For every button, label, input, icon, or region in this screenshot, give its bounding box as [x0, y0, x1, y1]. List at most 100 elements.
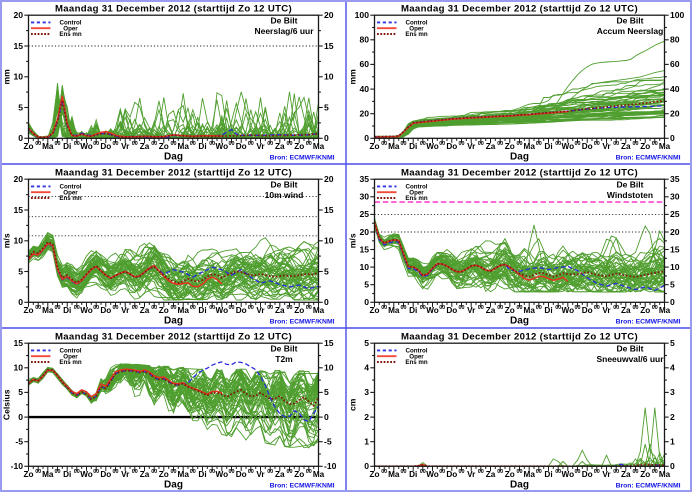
svg-text:10m wind: 10m wind: [265, 190, 304, 200]
svg-text:Vr: Vr: [121, 306, 130, 315]
svg-text:-5: -5: [324, 437, 332, 447]
svg-text:Ma: Ma: [524, 142, 536, 151]
svg-text:15: 15: [324, 338, 334, 348]
svg-text:00: 00: [132, 141, 138, 147]
svg-text:Ma: Ma: [388, 142, 400, 151]
svg-text:De Bilt: De Bilt: [271, 180, 298, 190]
svg-text:00: 00: [190, 469, 196, 475]
svg-text:00: 00: [267, 141, 273, 147]
svg-text:Za: Za: [140, 142, 150, 151]
svg-text:Do: Do: [236, 306, 247, 315]
svg-text:Ma: Ma: [388, 306, 400, 315]
svg-text:Zo: Zo: [159, 142, 169, 151]
svg-text:Zo: Zo: [294, 470, 304, 479]
svg-text:Do: Do: [100, 142, 111, 151]
svg-text:Za: Za: [621, 470, 631, 479]
svg-text:Maandag 31 December 2012 (s: Maandag 31 December 2012 (starttijd Zo 1…: [401, 4, 638, 15]
svg-text:00: 00: [171, 305, 177, 311]
svg-text:Za: Za: [621, 142, 631, 151]
svg-text:Wo: Wo: [562, 470, 575, 479]
svg-text:Vr: Vr: [467, 142, 476, 151]
svg-text:Za: Za: [486, 470, 496, 479]
svg-text:Dag: Dag: [164, 316, 183, 327]
svg-text:Bron: ECMWF/KNMI: Bron: ECMWF/KNMI: [616, 155, 681, 162]
svg-text:00: 00: [209, 469, 215, 475]
svg-text:Do: Do: [582, 470, 593, 479]
svg-text:De Bilt: De Bilt: [617, 180, 644, 190]
svg-text:Dag: Dag: [510, 480, 529, 491]
svg-text:00: 00: [555, 305, 561, 311]
svg-text:00: 00: [420, 141, 426, 147]
svg-text:Control: Control: [60, 184, 82, 191]
svg-text:Oper: Oper: [409, 25, 424, 32]
svg-text:Do: Do: [446, 470, 457, 479]
svg-text:00: 00: [306, 305, 312, 311]
svg-text:00: 00: [633, 305, 639, 311]
svg-text:0: 0: [364, 297, 369, 307]
svg-text:00: 00: [555, 469, 561, 475]
svg-text:Control: Control: [406, 348, 428, 355]
svg-text:-5: -5: [15, 437, 23, 447]
svg-text:00: 00: [517, 141, 523, 147]
svg-text:10: 10: [324, 72, 334, 82]
svg-text:00: 00: [229, 305, 235, 311]
svg-text:30: 30: [359, 192, 369, 202]
svg-text:Za: Za: [275, 470, 285, 479]
svg-text:Do: Do: [582, 142, 593, 151]
svg-text:Vr: Vr: [121, 142, 130, 151]
svg-text:Di: Di: [198, 306, 206, 315]
svg-text:15: 15: [13, 338, 23, 348]
svg-text:Do: Do: [100, 470, 111, 479]
svg-text:00: 00: [74, 141, 80, 147]
svg-text:Di: Di: [63, 142, 71, 151]
svg-text:Bron: ECMWF/KNMI: Bron: ECMWF/KNMI: [616, 483, 681, 490]
svg-text:20: 20: [324, 10, 334, 20]
svg-text:Ens mn: Ens mn: [405, 195, 428, 202]
svg-text:1: 1: [670, 437, 675, 447]
svg-text:00: 00: [594, 305, 600, 311]
svg-text:cm: cm: [348, 398, 358, 411]
svg-text:Di: Di: [63, 306, 71, 315]
svg-text:00: 00: [190, 305, 196, 311]
svg-text:00: 00: [497, 469, 503, 475]
svg-text:0: 0: [324, 133, 329, 143]
svg-text:Vr: Vr: [602, 470, 611, 479]
svg-text:Wo: Wo: [562, 306, 575, 315]
svg-text:Control: Control: [406, 20, 428, 27]
svg-text:Zo: Zo: [369, 142, 379, 151]
svg-text:00: 00: [459, 305, 465, 311]
svg-text:5: 5: [324, 387, 329, 397]
svg-text:00: 00: [536, 305, 542, 311]
svg-text:35: 35: [359, 174, 369, 184]
svg-text:Vr: Vr: [256, 142, 265, 151]
svg-text:00: 00: [478, 305, 484, 311]
svg-text:Zo: Zo: [369, 470, 379, 479]
svg-text:00: 00: [35, 469, 41, 475]
svg-text:4: 4: [364, 363, 369, 373]
svg-text:00: 00: [267, 305, 273, 311]
svg-text:Di: Di: [198, 470, 206, 479]
svg-text:15: 15: [670, 244, 680, 254]
svg-text:Wo: Wo: [216, 142, 229, 151]
svg-text:00: 00: [478, 141, 484, 147]
svg-text:Za: Za: [140, 306, 150, 315]
svg-text:00: 00: [401, 141, 407, 147]
svg-text:Ma: Ma: [178, 142, 190, 151]
svg-text:Zo: Zo: [23, 306, 33, 315]
svg-text:100: 100: [355, 10, 370, 20]
svg-text:Maandag 31 December 2012 (s: Maandag 31 December 2012 (starttijd Zo 1…: [55, 4, 292, 15]
svg-text:00: 00: [517, 469, 523, 475]
svg-text:00: 00: [229, 141, 235, 147]
svg-text:00: 00: [613, 305, 619, 311]
svg-text:Accum Neerslag: Accum Neerslag: [597, 26, 664, 36]
svg-text:Maandag 31 December 2012 (s: Maandag 31 December 2012 (starttijd Zo 1…: [55, 332, 292, 343]
svg-text:00: 00: [459, 469, 465, 475]
svg-text:00: 00: [633, 141, 639, 147]
svg-text:Zo: Zo: [23, 470, 33, 479]
svg-text:De Bilt: De Bilt: [617, 344, 644, 354]
svg-text:00: 00: [55, 469, 61, 475]
svg-text:20: 20: [13, 10, 23, 20]
svg-text:00: 00: [113, 469, 119, 475]
svg-text:Dag: Dag: [164, 480, 183, 491]
svg-text:5: 5: [18, 387, 23, 397]
